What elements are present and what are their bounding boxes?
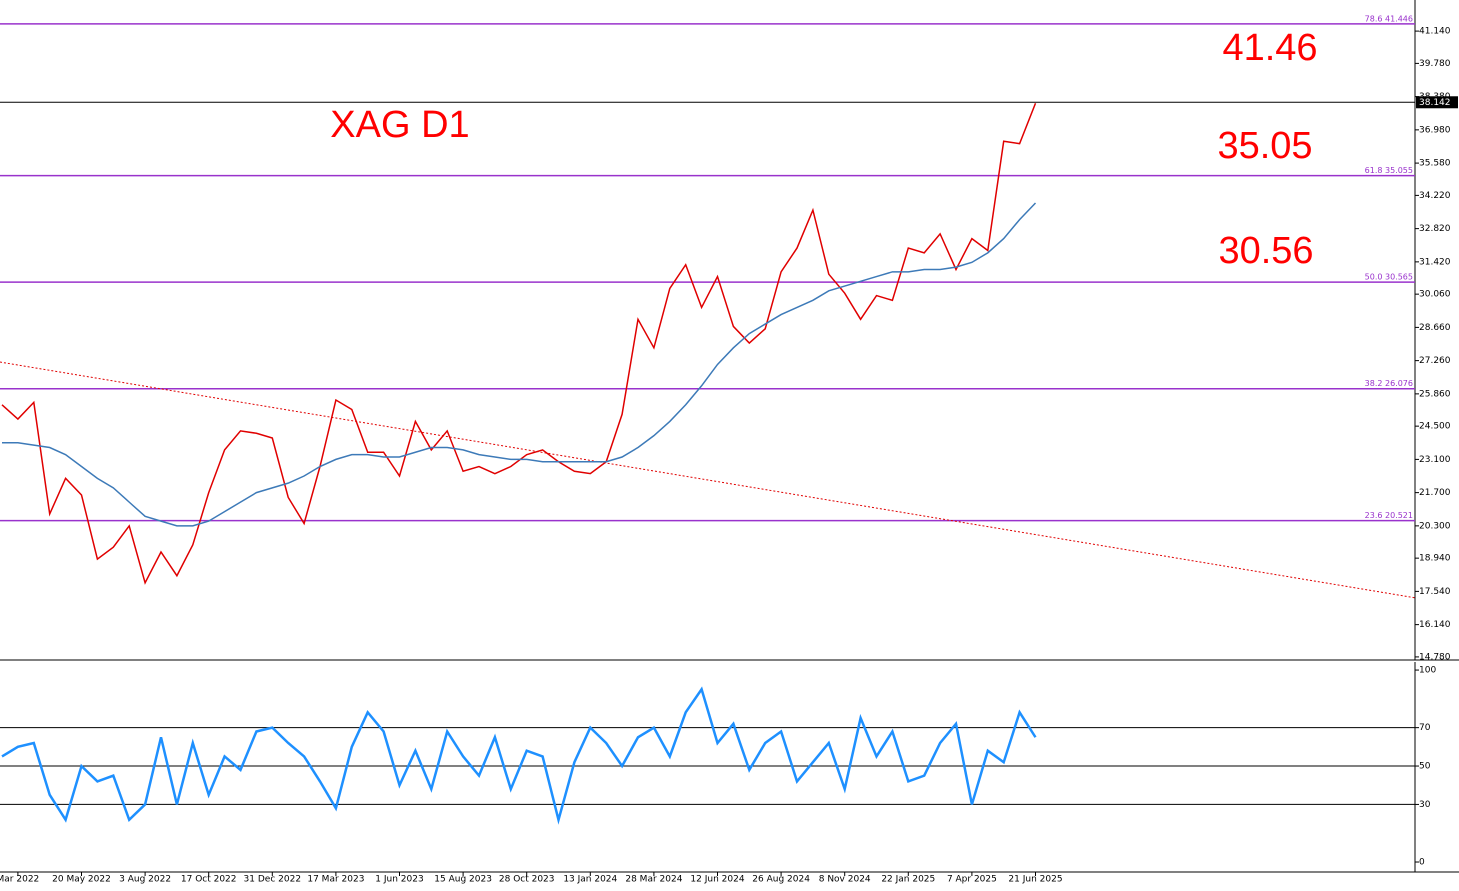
y-tick-label: 35.580 [1419, 159, 1451, 169]
series-line [2, 202, 1037, 527]
series-line [1, 102, 1037, 585]
trendline [0, 361, 1416, 599]
y-tick-label: 17.540 [1419, 587, 1451, 597]
y-tick-label: 50 [1419, 762, 1431, 772]
y-tick-label: 30.060 [1419, 290, 1451, 300]
y-tick-label: 23.100 [1419, 455, 1451, 465]
x-tick-label: 12 Jun 2024 [690, 875, 744, 885]
y-tick-label: 18.940 [1419, 554, 1451, 564]
x-tick-label: 20 May 2022 [52, 875, 111, 885]
x-tick-label: Mar 2022 [0, 875, 39, 885]
x-tick-label: 7 Apr 2025 [947, 875, 997, 885]
x-tick-label: 21 Jun 2025 [1008, 875, 1062, 885]
chart-title: XAG D1 [330, 104, 469, 146]
price-label: 38.142 [1419, 98, 1451, 108]
x-tick-label: 13 Jan 2024 [563, 875, 617, 885]
y-tick-label: 32.820 [1419, 224, 1451, 234]
level-label: 50.0 30.565 [1365, 273, 1413, 282]
y-tick-label: 39.780 [1419, 59, 1451, 69]
y-tick-label: 31.420 [1419, 257, 1451, 267]
y-tick-label: 70 [1419, 723, 1431, 733]
annotation: 30.56 [1218, 230, 1313, 272]
y-tick-label: 27.260 [1419, 356, 1451, 366]
level-label: 78.6 41.446 [1365, 14, 1413, 23]
price-box [1416, 96, 1458, 109]
y-tick-label: 100 [1419, 666, 1436, 676]
x-tick-label: 28 Oct 2023 [499, 875, 555, 885]
level-label: 38.2 26.076 [1365, 379, 1413, 388]
y-tick-label: 24.500 [1419, 422, 1451, 432]
y-tick-label: 21.700 [1419, 488, 1451, 498]
y-tick-label: 20.300 [1419, 521, 1451, 531]
y-tick-label: 34.220 [1419, 191, 1451, 201]
level-label: 23.6 20.521 [1365, 511, 1413, 520]
y-tick-label: 16.140 [1419, 620, 1451, 630]
y-tick-label: 0 [1419, 858, 1425, 868]
x-tick-label: 1 Jun 2023 [375, 875, 423, 885]
x-tick-label: 17 Oct 2022 [181, 875, 237, 885]
y-tick-label: 28.660 [1419, 323, 1451, 333]
y-tick-label: 30 [1419, 800, 1431, 810]
x-tick-label: 15 Aug 2023 [434, 875, 492, 885]
annotation: 35.05 [1217, 125, 1312, 167]
y-tick-label: 36.980 [1419, 125, 1451, 135]
y-tick-label: 25.860 [1419, 389, 1451, 399]
x-tick-label: 8 Nov 2024 [819, 875, 871, 885]
y-tick-label: 41.140 [1419, 27, 1451, 37]
x-tick-label: 31 Dec 2022 [244, 875, 302, 885]
series-line [1, 686, 1037, 825]
x-tick-label: 22 Jan 2025 [881, 875, 935, 885]
x-tick-label: 26 Aug 2024 [752, 875, 810, 885]
y-tick-label: 14.780 [1419, 652, 1451, 662]
x-tick-label: 17 Mar 2023 [307, 875, 364, 885]
level-label: 61.8 35.055 [1365, 166, 1413, 175]
annotation: 41.46 [1222, 27, 1317, 69]
x-tick-label: 28 Mar 2024 [625, 875, 682, 885]
x-tick-label: 3 Aug 2022 [119, 875, 171, 885]
